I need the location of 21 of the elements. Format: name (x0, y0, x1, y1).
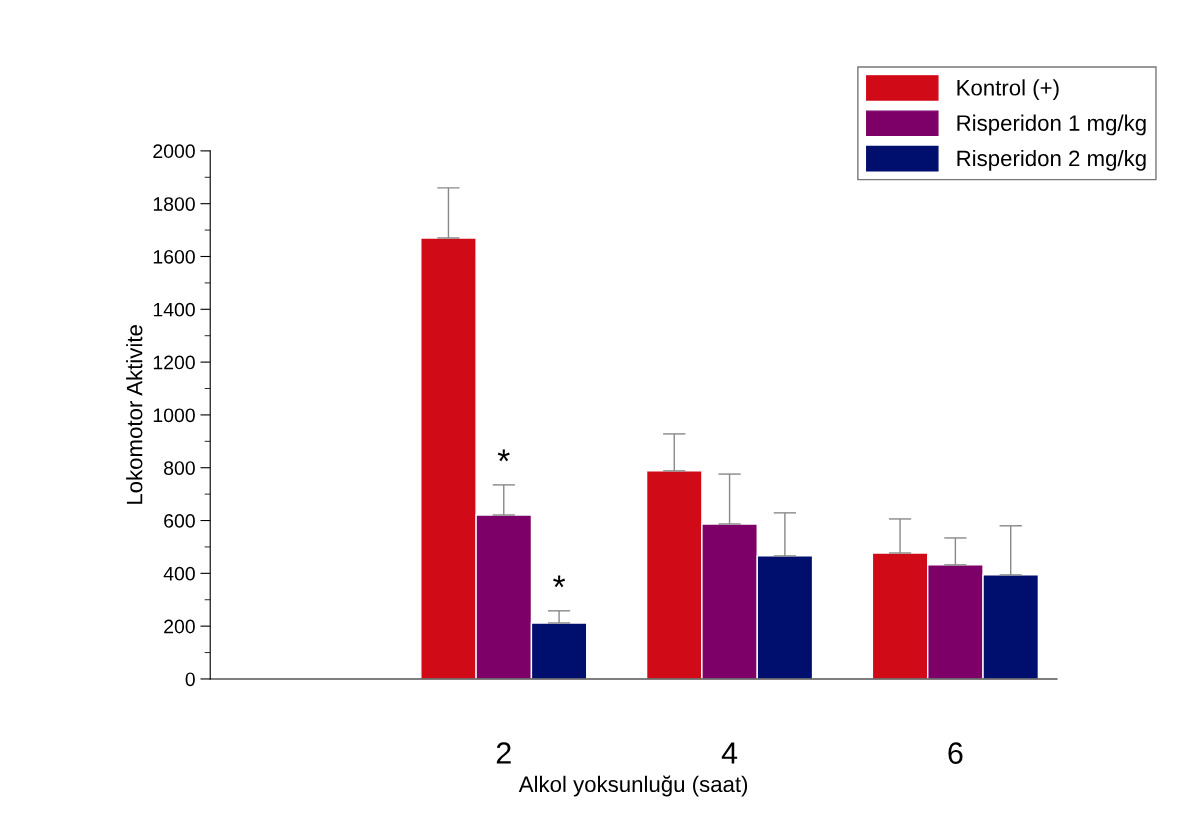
legend-label: Risperidon 1 mg/kg (957, 114, 1146, 136)
y-tick-label: 200 (164, 619, 195, 634)
annotation: * (553, 575, 566, 588)
x-tick-label: 4 (721, 742, 738, 764)
x-tick-label: 2 (496, 742, 511, 764)
y-tick-label: 800 (164, 461, 195, 475)
x-axis-title: Alkol yoksunluğu (saat) (518, 775, 748, 797)
y-tick-label: 1600 (153, 249, 195, 264)
y-tick-label: 600 (164, 514, 195, 528)
annotation: * (497, 449, 510, 462)
legend-label: Kontrol (+) (957, 79, 1059, 100)
y-axis-title: Lokomotor Aktivite (126, 325, 143, 504)
y-tick-label: 1000 (153, 408, 195, 423)
y-tick-label: 2000 (153, 144, 195, 159)
y-tick-label: 400 (163, 566, 195, 581)
y-tick-label: 1400 (153, 302, 195, 317)
y-tick-label: 1200 (153, 355, 195, 370)
x-tick-label: 6 (948, 742, 963, 764)
legend-label: Risperidon 2 mg/kg (957, 149, 1146, 171)
y-tick-label: 1800 (153, 197, 195, 211)
y-tick-label: 0 (185, 672, 195, 687)
